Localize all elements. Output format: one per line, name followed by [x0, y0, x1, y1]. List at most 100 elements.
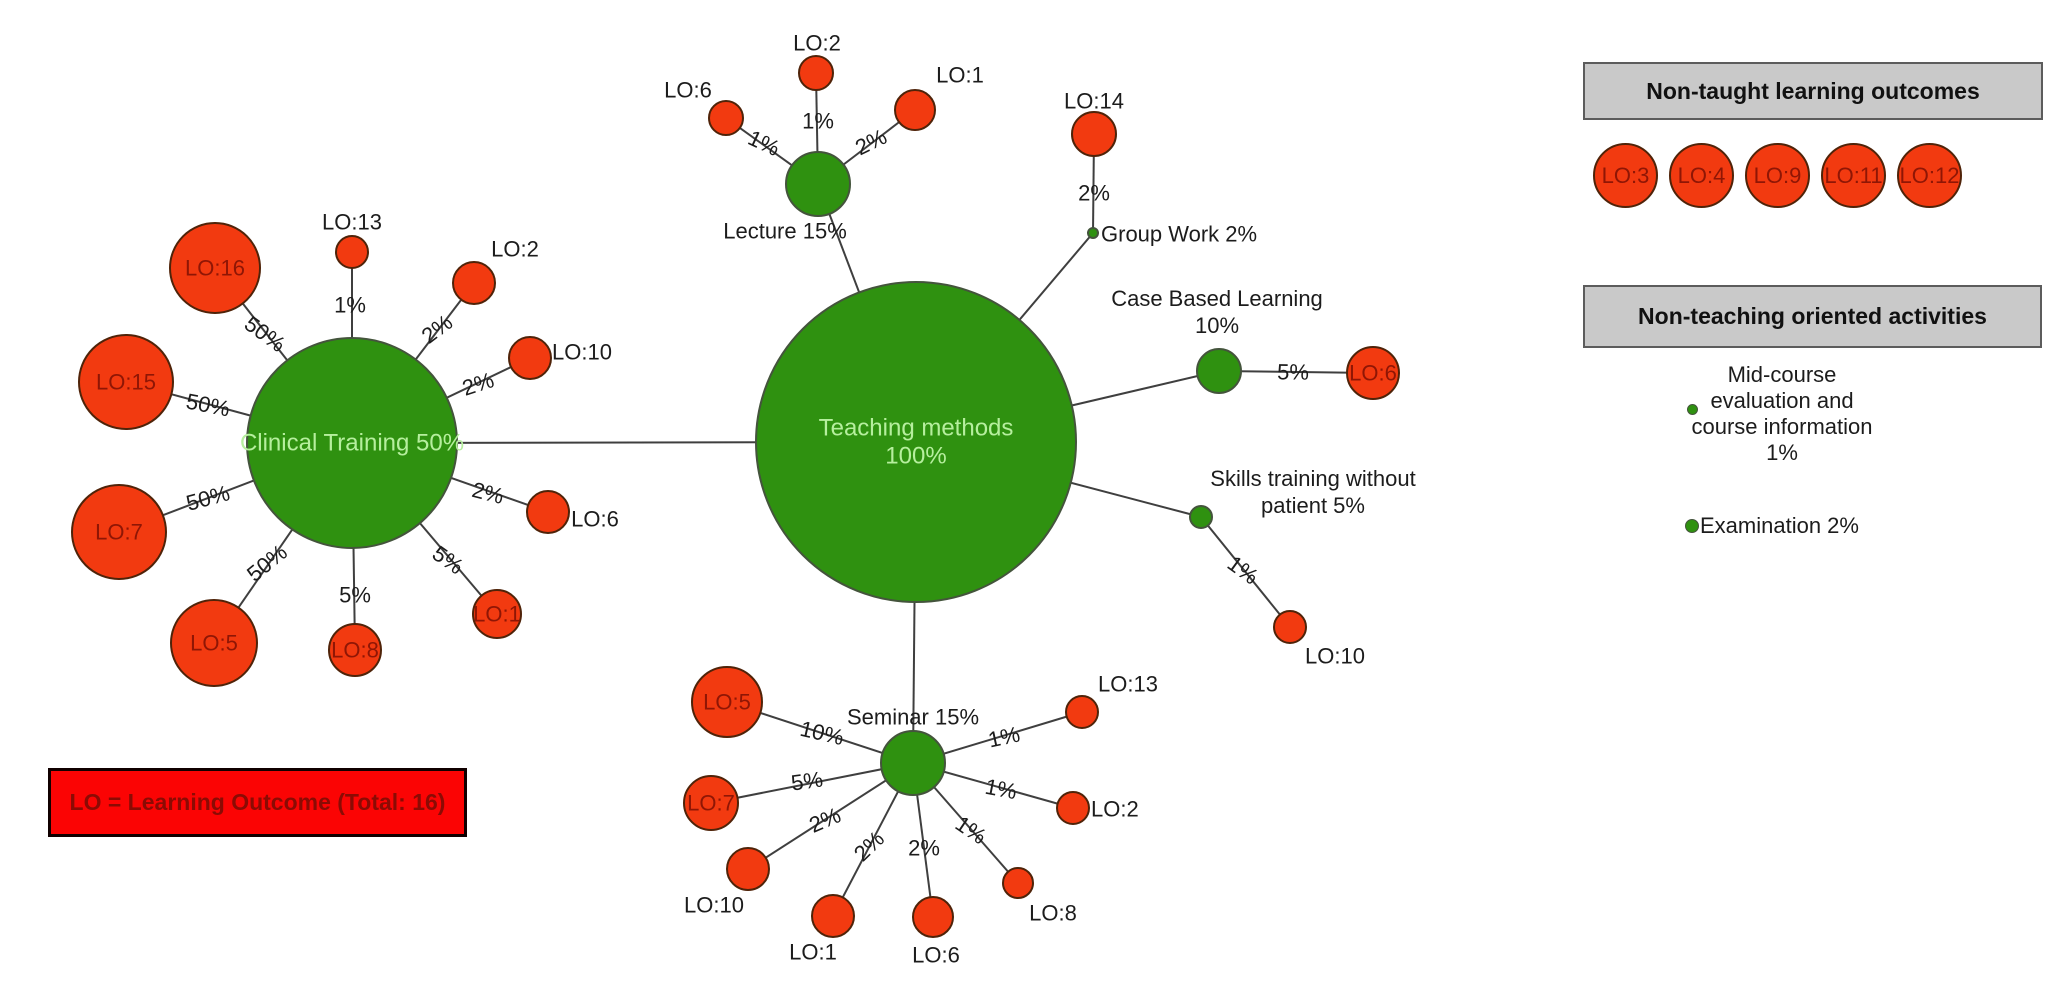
lo-label-lo10: LO:10: [1305, 644, 1365, 669]
method-label-case-based-learning: Case Based Learning: [1111, 286, 1323, 311]
green-dot-icon: [1687, 404, 1698, 415]
lo-node-lo15: [78, 334, 174, 430]
method-node-lecture: [785, 151, 851, 217]
method-label-teaching-methods: 100%: [885, 443, 946, 470]
lo-label-lo6: LO:6: [664, 78, 712, 103]
pct-label-lecture-lo2: 1%: [802, 109, 834, 134]
lo-label-lo14: LO:14: [1064, 89, 1124, 114]
lo-label-lo8: LO:8: [1029, 901, 1077, 926]
lo-node-lo8: [1002, 867, 1034, 899]
lo-node-lo2: [452, 261, 496, 305]
lo-node-lo16: [169, 222, 261, 314]
pct-label-clinical-training-lo6: 2%: [470, 477, 507, 509]
lo-label-lo10: LO:10: [684, 893, 744, 918]
legend-non-taught-circles: LO:3 LO:4 LO:9 LO:11 LO:12: [1593, 143, 1962, 208]
method-label-lecture: Lecture 15%: [723, 219, 847, 244]
edge-seminar-lo7: [710, 762, 914, 804]
lo-node-lo10: [726, 847, 770, 891]
lo-node-lo14: [1071, 111, 1117, 157]
lo-node-lo7: [683, 775, 739, 831]
mid-course-line: Mid-course: [1727, 362, 1837, 387]
method-label-clinical-training: Clinical Training 50%: [240, 430, 464, 457]
lo-label-lo7: LO:7: [687, 791, 735, 816]
pct-label-seminar-lo6: 2%: [908, 836, 940, 861]
legend-non-taught-title: Non-taught learning outcomes: [1583, 62, 2043, 120]
pct-label-clinical-training-lo15: 50%: [184, 389, 232, 422]
pct-label-clinical-training-lo5: 50%: [242, 539, 292, 586]
pct-label-clinical-training-lo10: 2%: [459, 367, 497, 401]
nodes-layer: [71, 55, 1400, 938]
method-label-seminar: Seminar 15%: [847, 705, 979, 730]
lo-label-lo10: LO:10: [552, 340, 612, 365]
lo-label-lo5: LO:5: [190, 631, 238, 656]
method-node-clinical-training: [246, 337, 458, 549]
lo-node-lo2: [1056, 791, 1090, 825]
method-label-skills-training-without-patient: Skills training without: [1210, 466, 1415, 491]
pct-label-skills-training-without-patient-lo10: 1%: [1223, 551, 1263, 590]
legend-lo-circle: LO:9: [1745, 143, 1810, 208]
lo-node-lo13: [1065, 695, 1099, 729]
lo-label-lo16: LO:16: [185, 256, 245, 281]
lo-label-lo5: LO:5: [703, 690, 751, 715]
pct-label-case-based-learning-lo6: 5%: [1277, 359, 1309, 385]
method-label-teaching-methods: Teaching methods: [819, 415, 1014, 442]
lo-label-lo1: LO:1: [789, 940, 837, 965]
legend-lo-circle: LO:3: [1593, 143, 1658, 208]
pct-label-seminar-lo10: 2%: [805, 802, 844, 837]
method-label-group-work: Group Work 2%: [1101, 222, 1257, 247]
pct-label-seminar-lo1: 2%: [849, 826, 889, 866]
method-label-skills-training-without-patient: patient 5%: [1261, 493, 1365, 518]
lo-label-lo6: LO:6: [912, 943, 960, 968]
lo-node-lo8: [328, 623, 382, 677]
pct-label-clinical-training-lo16: 50%: [240, 311, 290, 357]
lo-label-lo13: LO:13: [1098, 672, 1158, 697]
legend-non-teaching-title: Non-teaching oriented activities: [1583, 285, 2042, 348]
lo-node-lo7: [71, 484, 167, 580]
lo-node-lo6: [526, 490, 570, 534]
lo-label-lo7: LO:7: [95, 520, 143, 545]
lo-node-lo2: [798, 55, 834, 91]
lo-node-lo6: [912, 896, 954, 938]
lo-label-lo6: LO:6: [1349, 361, 1397, 386]
pct-label-group-work-lo14: 2%: [1078, 181, 1110, 206]
lo-node-lo6: [708, 100, 744, 136]
mid-course-line: 1%: [1766, 440, 1798, 465]
legend-mid-course-item: Mid-course evaluation and course informa…: [1652, 362, 1912, 466]
method-node-case-based-learning: [1196, 348, 1242, 394]
lo-node-lo5: [691, 666, 763, 738]
lo-label-lo2: LO:2: [793, 31, 841, 56]
examination-label: Examination 2%: [1700, 513, 1859, 538]
lo-node-lo10: [508, 336, 552, 380]
mid-course-line: evaluation and: [1710, 388, 1854, 413]
pct-label-clinical-training-lo13: 1%: [334, 293, 366, 318]
lo-definition-box: LO = Learning Outcome (Total: 16): [48, 768, 467, 837]
lo-node-lo1: [894, 89, 936, 131]
legend-lo-circle: LO:11: [1821, 143, 1886, 208]
pct-label-seminar-lo5: 10%: [798, 716, 847, 750]
legend-examination-item: Examination 2%: [1685, 513, 1859, 539]
lo-label-lo13: LO:13: [322, 210, 382, 235]
pct-label-clinical-training-lo2: 2%: [417, 309, 457, 348]
lo-label-lo1: LO:1: [936, 63, 984, 88]
mid-course-line: course information: [1691, 414, 1873, 439]
method-label-case-based-learning: 10%: [1195, 313, 1239, 338]
method-node-teaching-methods: [755, 281, 1077, 603]
legend-lo-circle: LO:12: [1897, 143, 1962, 208]
lo-node-lo5: [170, 599, 258, 687]
lo-label-lo2: LO:2: [1091, 797, 1139, 822]
lo-label-lo8: LO:8: [331, 638, 379, 663]
pct-label-seminar-lo7: 5%: [790, 766, 825, 795]
method-node-skills-training-without-patient: [1189, 505, 1213, 529]
lo-node-lo10: [1273, 610, 1307, 644]
lo-node-lo13: [335, 235, 369, 269]
pct-label-seminar-lo13: 1%: [986, 721, 1022, 752]
lo-node-lo6: [1346, 346, 1400, 400]
lo-label-lo15: LO:15: [96, 370, 156, 395]
lo-label-lo6: LO:6: [571, 507, 619, 532]
pct-label-clinical-training-lo8: 5%: [339, 583, 371, 608]
pct-label-clinical-training-lo7: 50%: [183, 480, 232, 516]
pct-label-seminar-lo8: 1%: [951, 811, 991, 850]
green-dot-icon: [1685, 519, 1699, 533]
lo-label-lo2: LO:2: [491, 237, 539, 262]
